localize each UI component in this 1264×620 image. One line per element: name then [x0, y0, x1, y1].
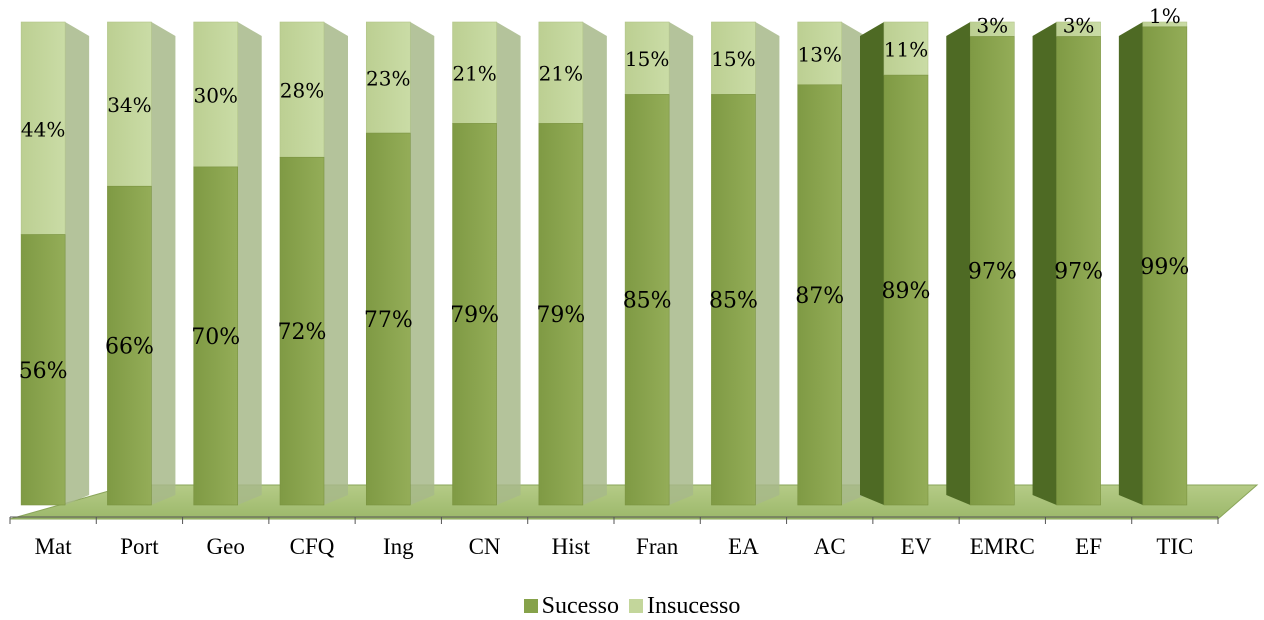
data-label-insucesso: 34% — [107, 93, 151, 117]
legend: Sucesso Insucesso — [0, 592, 1264, 620]
data-label-insucesso: 30% — [193, 83, 237, 107]
x-tick-label: AC — [814, 534, 846, 559]
bar-sucesso-mat — [20, 234, 66, 506]
x-tick-label: Geo — [207, 534, 245, 559]
data-label-sucesso: 85% — [623, 289, 672, 314]
data-label-sucesso: 66% — [105, 335, 154, 360]
x-tick-label: EMRC — [970, 534, 1035, 559]
bar-side-ac — [841, 22, 866, 505]
bar-side-hist — [582, 22, 607, 505]
x-tick-label: EA — [728, 534, 759, 559]
legend-label-sucesso: Sucesso — [541, 592, 619, 619]
bar-sucesso-geo — [193, 166, 239, 506]
bar-side-ea — [755, 22, 780, 505]
bar-sucesso-fran — [624, 94, 670, 506]
x-tick-label: CFQ — [290, 534, 335, 559]
bar-insucesso-port — [107, 21, 152, 187]
data-label-sucesso: 97% — [968, 260, 1017, 285]
bar-sucesso-cfq — [279, 156, 325, 506]
data-label-sucesso: 89% — [882, 279, 931, 304]
data-label-sucesso: 77% — [364, 308, 413, 333]
legend-item-sucesso: Sucesso — [523, 592, 619, 620]
bar-insucesso-ing — [365, 21, 411, 134]
bar-insucesso-ev — [883, 21, 929, 76]
data-label-sucesso: 97% — [1054, 260, 1103, 285]
bar-sucesso-ef — [1056, 36, 1101, 506]
x-tick-label: Mat — [35, 534, 73, 559]
bar-side-ing — [410, 22, 435, 505]
bar-sucesso-ea — [711, 94, 756, 506]
x-tick-label: Fran — [636, 534, 679, 559]
data-label-insucesso: 3% — [976, 13, 1008, 37]
data-label-insucesso: 44% — [21, 117, 65, 141]
bar-side-ev — [860, 22, 884, 505]
data-label-sucesso: 85% — [709, 289, 758, 314]
x-tick-label: Ing — [383, 534, 414, 559]
x-tick-label: CN — [469, 534, 501, 559]
legend-label-insucesso: Insucesso — [647, 592, 741, 619]
bar-insucesso-ac — [797, 21, 843, 86]
data-label-sucesso: 79% — [536, 303, 585, 328]
x-tick-label: TIC — [1156, 534, 1193, 559]
bar-sucesso-ac — [797, 84, 843, 506]
bar-sucesso-port — [107, 185, 152, 506]
bar-sucesso-cn — [452, 123, 497, 506]
x-tick-label: Hist — [552, 534, 591, 559]
x-tick-label: Port — [120, 534, 159, 559]
bar-side-fran — [669, 22, 694, 505]
data-label-sucesso: 70% — [191, 325, 240, 350]
bar-side-ef — [1032, 22, 1057, 505]
data-label-sucesso: 99% — [1140, 255, 1189, 280]
data-label-sucesso: 79% — [450, 303, 499, 328]
bar-side-port — [151, 22, 176, 505]
bar-sucesso-tic — [1142, 26, 1188, 506]
bar-sucesso-hist — [538, 123, 584, 506]
data-label-insucesso: 21% — [452, 62, 496, 86]
bar-side-emrc — [946, 22, 971, 505]
bar-side-cn — [496, 22, 521, 505]
x-tick-label: EV — [901, 534, 932, 559]
bar-side-cfq — [324, 22, 348, 505]
bar-insucesso-cn — [452, 21, 497, 124]
data-label-insucesso: 1% — [1149, 4, 1181, 28]
data-label-insucesso: 15% — [625, 47, 669, 71]
bar-sucesso-ev — [883, 74, 929, 506]
legend-swatch-sucesso — [523, 599, 538, 613]
data-label-sucesso: 87% — [795, 284, 844, 309]
bar-insucesso-cfq — [279, 21, 325, 158]
data-label-insucesso: 15% — [711, 47, 755, 71]
bar-side-geo — [237, 22, 262, 505]
data-label-sucesso: 72% — [278, 320, 327, 345]
bar-insucesso-geo — [193, 21, 239, 168]
bar-insucesso-hist — [538, 21, 584, 124]
data-label-insucesso: 13% — [797, 42, 841, 66]
bar-insucesso-ea — [711, 21, 756, 95]
data-label-insucesso: 28% — [280, 79, 324, 103]
bar-sucesso-ing — [365, 132, 411, 506]
data-label-insucesso: 11% — [884, 38, 928, 62]
bar-side-tic — [1118, 22, 1143, 505]
data-label-insucesso: 23% — [366, 67, 410, 91]
legend-item-insucesso: Insucesso — [629, 593, 740, 620]
x-tick-label: EF — [1075, 534, 1102, 559]
bar-side-mat — [65, 22, 90, 505]
data-label-insucesso: 21% — [539, 62, 583, 86]
data-label-insucesso: 3% — [1063, 13, 1095, 37]
data-label-sucesso: 56% — [19, 359, 68, 384]
legend-swatch-insucesso — [629, 599, 643, 613]
bar-sucesso-emrc — [969, 36, 1015, 506]
